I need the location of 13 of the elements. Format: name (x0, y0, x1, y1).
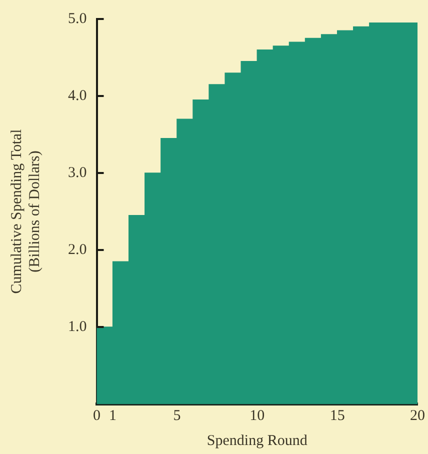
x-tick-label: 5 (173, 408, 181, 424)
y-tick-label: 4.0 (68, 88, 87, 104)
x-tick-label: 0 (93, 408, 100, 424)
y-tick-label: 3.0 (68, 164, 87, 181)
y-tick-label: 1.0 (68, 318, 87, 335)
x-tick-label: 20 (410, 408, 425, 424)
y-tick-label: 2.0 (68, 242, 87, 258)
x-axis-title: Spending Round (206, 432, 308, 449)
y-tick-label: 5.0 (68, 10, 87, 27)
y-axis-title: Cumulative Spending Total (Billions of Dollars) (8, 129, 43, 294)
x-tick-label: 1 (109, 408, 117, 424)
x-tick-label: 15 (330, 408, 345, 424)
x-tick-label: 10 (250, 408, 265, 424)
